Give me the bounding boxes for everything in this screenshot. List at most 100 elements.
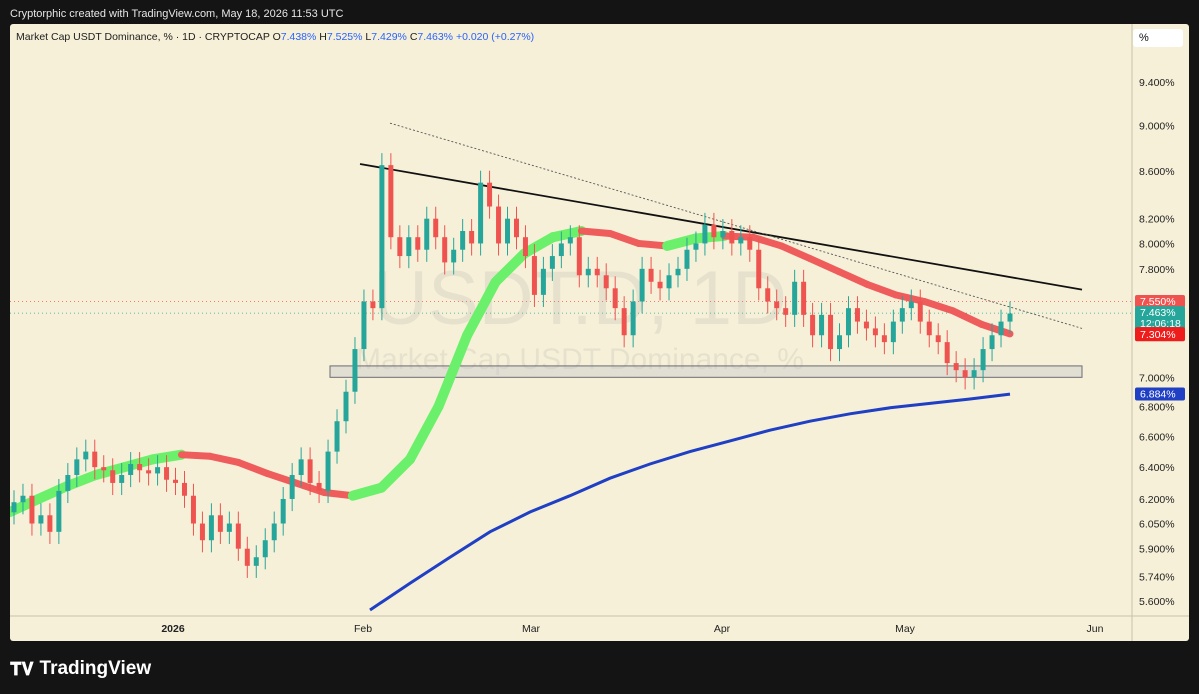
candle-body [451, 249, 457, 263]
price-tag-label: 7.550% [1140, 296, 1176, 308]
candle-body [424, 218, 430, 250]
price-scale-unit-button[interactable]: % [1133, 29, 1183, 47]
ma-ribbon-segment [749, 233, 785, 250]
candle-body [549, 256, 555, 269]
candle-body [702, 224, 708, 244]
candle-body [576, 237, 582, 276]
ma-ribbon-segment [490, 248, 530, 287]
legend-close-value: 7.463% [417, 31, 454, 43]
candle-body [899, 308, 905, 322]
ma-ribbon-segment [949, 307, 985, 328]
candle-body [828, 314, 834, 350]
x-axis-tick-label: 2026 [161, 623, 185, 635]
candle-body [540, 268, 546, 295]
candle-body [720, 230, 726, 238]
candle-body [522, 237, 528, 257]
chart-panel[interactable]: USDT.D, 1D Market Cap USDT Dominance, % 9.… [10, 24, 1189, 641]
ma-ribbon-segment [433, 330, 473, 412]
candle-body [244, 548, 250, 566]
candle-body [738, 237, 744, 244]
candle-body [29, 495, 35, 524]
candle-body [415, 237, 421, 250]
candle-body [92, 451, 98, 468]
legend-low-value: 7.429% [371, 31, 407, 43]
candle-body [917, 301, 923, 322]
candle-body [289, 475, 295, 499]
candle-body [155, 467, 161, 474]
candle-body [585, 268, 591, 276]
candle-body [478, 182, 484, 244]
x-axis-tick-label: Mar [522, 623, 541, 635]
candle-body [989, 335, 995, 350]
tradingview-brand-label: TradingView [39, 658, 152, 679]
candle-body [271, 523, 277, 541]
ma-ribbon-segment [977, 320, 1014, 338]
price-tag [1135, 306, 1185, 331]
candle-body [388, 165, 394, 238]
candle-body [801, 281, 807, 315]
tradingview-branding: 𝐓𝐕 TradingView [10, 658, 151, 680]
chart-credit-header: Cryptorphic created with TradingView.com… [10, 8, 344, 20]
y-axis-tick-label: 5.900% [1139, 544, 1175, 556]
y-axis-tick-label: 6.400% [1139, 462, 1175, 474]
ma-ribbon-segment [720, 232, 757, 241]
candle-body [47, 515, 53, 532]
candle-body [639, 268, 645, 302]
candle-body [181, 482, 187, 496]
ma-ribbon-segment [547, 225, 587, 243]
candle-body [262, 540, 268, 558]
candle-body [666, 275, 672, 289]
y-axis-tick-label: 6.200% [1139, 494, 1175, 506]
candle-body [370, 301, 376, 309]
candle-body [998, 321, 1004, 336]
candle-body [38, 515, 44, 524]
candle-body [648, 268, 654, 282]
candle-body [505, 218, 511, 244]
candle-body [971, 370, 977, 378]
y-axis-tick-label: 6.050% [1139, 519, 1175, 531]
candle-body [684, 249, 690, 269]
candle-body [11, 502, 17, 513]
y-axis-tick-label: 7.000% [1139, 372, 1175, 384]
ma-ribbon-segment [892, 291, 928, 305]
x-axis-tick-label: Jun [1087, 623, 1104, 635]
y-axis-tick-label: 5.740% [1139, 571, 1175, 583]
ma-ribbon-segment [920, 297, 957, 315]
candle-body [65, 475, 71, 491]
candle-body [253, 557, 259, 566]
candle-body [926, 321, 932, 336]
x-axis-tick-label: Apr [714, 623, 731, 635]
candle-body [845, 308, 851, 336]
ma-ribbon-segment [62, 470, 101, 492]
candle-body [119, 475, 125, 483]
price-tag-label: 7.463% [1140, 307, 1176, 319]
candle-body [693, 243, 699, 250]
candle-body [657, 281, 663, 289]
candle-body [433, 218, 439, 238]
legend-open-label: O [272, 31, 281, 43]
ma-ribbon-segment [690, 230, 730, 244]
ma-ribbon-segment [863, 280, 900, 299]
candle-body [935, 335, 941, 343]
candle-body [83, 451, 89, 460]
candle-body [621, 308, 627, 336]
ma-ribbon-segment [462, 276, 501, 341]
candle-body [325, 451, 331, 491]
candle-body [361, 301, 367, 350]
candle-body [20, 495, 26, 503]
price-tag [1135, 328, 1185, 342]
candle-body [406, 237, 412, 257]
candle-body [173, 479, 179, 483]
candle-body [872, 328, 878, 336]
candle-body [496, 206, 502, 244]
candle-body [953, 363, 959, 371]
candle-body [343, 391, 349, 422]
candle-body [235, 523, 241, 549]
candle-body [217, 515, 223, 532]
y-axis-tick-label: 6.600% [1139, 431, 1175, 443]
y-axis-tick-label: 6.800% [1139, 401, 1175, 413]
ma-ribbon-segment [177, 451, 214, 460]
legend-high-value: 7.525% [326, 31, 363, 43]
candle-body [110, 470, 116, 483]
